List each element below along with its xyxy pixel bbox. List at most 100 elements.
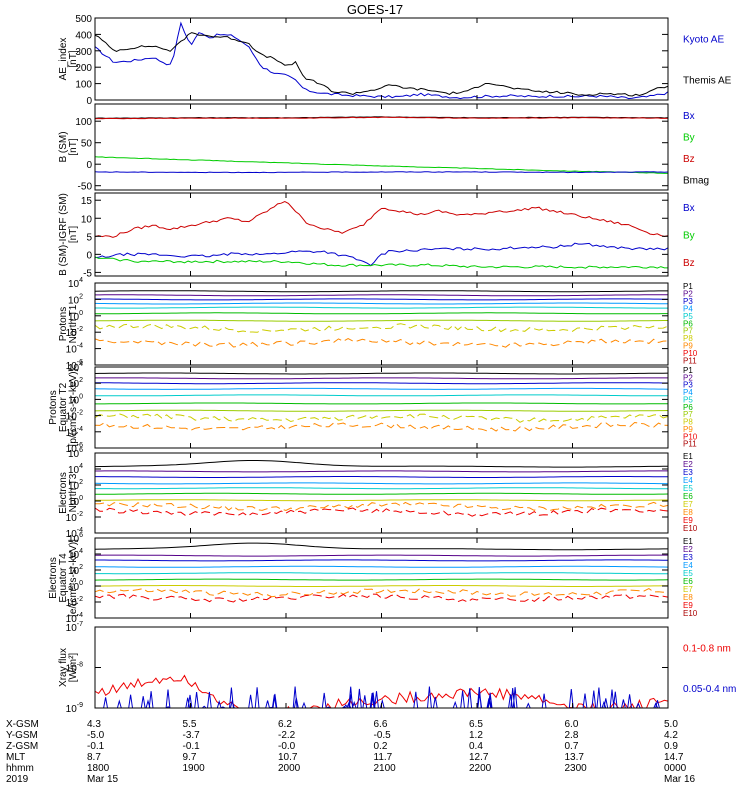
channel-line-6 [95,492,668,495]
x-row-value: 11.7 [374,752,393,763]
y-axis-label: B (SM)-IGRF (SM)[nT] [58,193,79,276]
x-row-value: 5.5 [183,719,197,730]
legend-item: Bz [683,154,695,165]
y-tick-label: 15 [81,196,93,207]
x-row-value: 6.0 [565,719,579,730]
legend-item: By [683,132,695,143]
x-row-label: hhmm [6,763,34,774]
legend-item: Bz [683,258,695,269]
legend-item: 0.1-0.8 nm [683,643,731,654]
x-row-value: 0.4 [469,741,483,752]
x-row-label: MLT [6,752,25,763]
x-row-value: 6.2 [278,719,292,730]
legend-item: P5 [683,312,693,321]
channel-line-3 [95,382,668,385]
channel-line-3 [95,476,668,478]
x-row-value: 4.2 [664,730,678,741]
series-0-05-0-4-nm [103,686,660,708]
legend-item: P5 [683,395,693,404]
legend-item: Bmag [683,175,709,186]
legend-item: E6 [683,492,693,501]
channel-line-6 [95,578,668,581]
x-row-value: -0.1 [183,741,201,752]
y-tick-label: 10-9 [66,702,83,715]
x-row-value: 0000 [664,763,687,774]
x-row-value: 10.7 [278,752,298,763]
channel-line-7 [95,585,668,587]
legend-item: By [683,231,695,242]
x-row-value: 0.9 [664,741,678,752]
x-row-value: 13.7 [565,752,585,763]
legend-item: E5 [683,484,693,493]
channel-line-4 [95,387,668,390]
x-row-value: 1900 [183,763,206,774]
x-row-label: Y-GSM [6,730,38,741]
channel-line-8 [95,588,668,598]
data-bsm [95,116,668,174]
legend-item: E5 [683,569,693,578]
y-tick-label: 400 [75,30,92,41]
x-row-value: 1800 [87,763,110,774]
legend-item: P2 [683,289,693,298]
data-et4 [95,542,668,603]
data-pt2 [95,372,668,432]
legend-item: E2 [683,545,693,554]
x-row-value: 2300 [565,763,588,774]
y-tick-label: 300 [75,47,92,58]
series-bx [95,242,668,267]
series-by [95,256,668,269]
legend-item: P4 [683,304,693,313]
channel-line-9 [95,421,668,432]
channel-line-4 [95,565,668,568]
channel-line-3 [95,298,668,301]
legend-item: P8 [683,418,693,427]
legend-item: P7 [683,410,693,419]
x-row-value: 2100 [374,763,397,774]
y-tick-label: -5 [83,268,92,279]
y-axis-label: Xray flux[W/m²] [58,648,79,687]
y-axis-label: ProtonsEquator T2[p/(cm²-s-sr-keV)] [48,368,79,446]
data-bigrf [95,201,668,269]
data-ae [95,21,668,100]
channel-line-7 [95,319,668,322]
y-axis-label: ElectronsEquator T4[e/(cm²-s-sr-keV)] [48,539,79,617]
y-tick-label: 0 [86,250,92,261]
channel-line-2 [95,294,668,297]
legend-item: E2 [683,460,693,469]
channel-line-2 [95,554,668,557]
channel-line-5 [95,394,668,397]
legend-item: E4 [683,476,693,485]
legend-item: E3 [683,553,693,562]
panel-bigrf: -5 0 5 10 15B (SM)-IGRF (SM)[nT] Bx By Bz [58,192,695,279]
legend-item: Themis AE [683,76,732,87]
legend-item: P3 [683,297,693,306]
channel-line-1 [95,542,668,551]
x-row-value: -5.0 [87,730,105,741]
legend-item: E4 [683,561,693,570]
channel-line-4 [95,302,668,305]
legend-item: E8 [683,593,693,602]
y-tick-label: 106 [68,447,83,460]
x-row-value: 2000 [278,763,301,774]
channel-line-7 [95,409,668,412]
data-et3 [95,460,668,517]
x-axis-table: X-GSM 4.3 5.5 6.2 6.6 6.5 6.0 5.0Y-GSM -5.0 -3.7-… [6,719,696,785]
legend-item: P1 [683,366,693,375]
x-row-value: Mar 15 [87,774,119,785]
y-axis-label: AE_index[nT] [58,38,79,81]
legend-item: 0.05-0.4 nm [683,684,736,695]
x-row-label: 2019 [6,774,29,785]
y-axis-label: B (SM)[nT] [58,131,79,162]
channel-line-9 [95,338,668,348]
y-tick-label: 104 [68,277,83,290]
panel-ae: 0 100 200 300 400 500 AE_index[nT] Kyoto AE Them… [58,14,732,107]
x-row-value: 0.7 [565,741,579,752]
legend-item: P11 [683,440,697,449]
y-tick-label: 5 [86,232,92,243]
series-bx [95,171,668,174]
x-row-value: -0.5 [374,730,392,741]
channel-line-8 [95,413,668,423]
legend-item: E8 [683,508,693,517]
